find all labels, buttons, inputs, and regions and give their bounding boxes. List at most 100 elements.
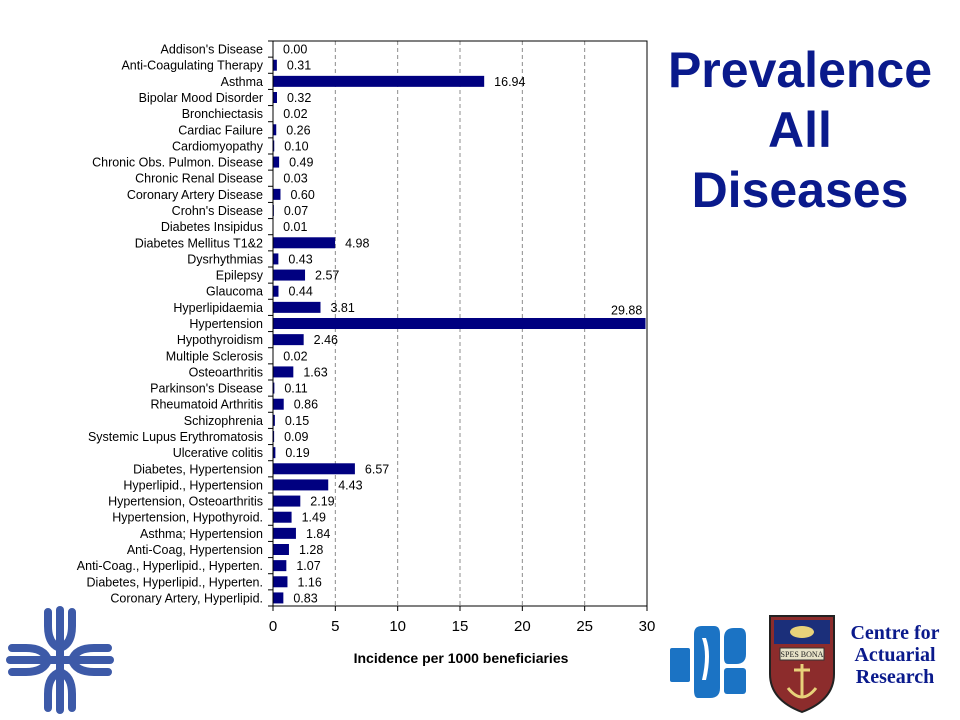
bar	[273, 414, 275, 426]
value-label: 6.57	[365, 462, 389, 476]
value-label: 29.88	[611, 304, 642, 318]
category-label: Diabetes, Hyperlipid., Hyperten.	[87, 575, 263, 589]
value-label: 2.19	[310, 495, 334, 509]
centre-for-actuarial-research-name: Centre for Actuarial Research	[838, 622, 952, 688]
title-line-2: All	[768, 102, 832, 158]
bar	[273, 576, 288, 588]
category-label: Asthma	[221, 75, 263, 89]
bar	[273, 463, 355, 475]
value-label: 2.46	[314, 333, 338, 347]
category-label: Diabetes Insipidus	[161, 220, 263, 234]
category-label: Anti-Coag, Hypertension	[127, 543, 263, 557]
org-line-3: Research	[855, 666, 935, 688]
category-label: Glaucoma	[206, 285, 263, 299]
bar	[273, 560, 287, 572]
category-label: Schizophrenia	[184, 414, 263, 428]
category-label: Dysrhythmias	[187, 252, 263, 266]
value-label: 0.83	[293, 591, 317, 605]
university-crest-icon: SPES BONA	[769, 615, 835, 714]
value-label: 0.01	[283, 220, 307, 234]
category-label: Multiple Sclerosis	[166, 349, 263, 363]
category-label: Cardiomyopathy	[172, 139, 264, 153]
bar	[273, 366, 294, 378]
category-label: Coronary Artery Disease	[127, 188, 263, 202]
x-tick-label: 15	[452, 618, 469, 635]
bar	[273, 544, 289, 555]
category-label: Chronic Obs. Pulmon. Disease	[92, 156, 263, 170]
value-label: 0.02	[283, 107, 307, 121]
bar	[273, 431, 275, 442]
plot-area-frame	[272, 40, 648, 607]
bar	[273, 140, 275, 152]
category-label: Chronic Renal Disease	[135, 172, 263, 186]
value-label: 1.84	[306, 527, 330, 541]
bars	[273, 59, 646, 604]
value-label: 0.03	[283, 172, 307, 186]
title-line-1: Prevalence	[667, 42, 933, 98]
category-label: Addison's Disease	[161, 43, 263, 57]
category-label: Ulcerative colitis	[173, 446, 263, 460]
value-label: 4.43	[338, 478, 362, 492]
value-label: 0.43	[288, 252, 312, 266]
value-label: 1.16	[297, 575, 321, 589]
x-tick-label: 10	[389, 618, 406, 635]
category-label: Hypertension, Osteoarthritis	[108, 495, 263, 509]
bar	[273, 479, 329, 491]
bar	[273, 382, 275, 394]
bar	[273, 318, 646, 329]
x-tick-label: 20	[514, 618, 531, 635]
value-label: 16.94	[494, 75, 525, 89]
bar	[273, 334, 304, 346]
slide-title: Prevalence All Diseases	[640, 40, 960, 220]
value-label: 0.86	[294, 398, 318, 412]
category-label: Anti-Coagulating Therapy	[121, 59, 263, 73]
value-label: 0.00	[283, 43, 307, 57]
bar	[273, 253, 279, 265]
category-label: Systemic Lupus Erythromatosis	[88, 430, 263, 444]
value-label: 0.15	[285, 414, 309, 428]
university-mark-logo-icon	[670, 626, 746, 698]
category-label: Epilepsy	[216, 269, 264, 283]
category-label: Diabetes, Hypertension	[133, 462, 263, 476]
value-label: 0.32	[287, 91, 311, 105]
value-label: 0.60	[290, 188, 314, 202]
title-line-3: Diseases	[691, 162, 909, 218]
bar	[273, 75, 485, 87]
value-label: 3.81	[330, 301, 354, 315]
org-line-2: Actuarial	[854, 644, 936, 666]
value-label: 1.63	[303, 365, 327, 379]
bar	[273, 269, 306, 281]
category-label: Hyperlipid., Hypertension	[123, 478, 263, 492]
bar	[273, 285, 279, 297]
bar	[273, 301, 321, 313]
crest-motto: SPES BONA	[781, 650, 824, 659]
x-tick-label: 5	[331, 618, 339, 635]
category-label: Coronary Artery, Hyperlipid.	[110, 591, 263, 605]
category-label: Bronchiectasis	[182, 107, 263, 121]
value-label: 0.09	[284, 430, 308, 444]
category-label: Hypertension, Hypothyroid.	[112, 511, 263, 525]
category-label: Hypertension	[189, 317, 263, 331]
category-label: Osteoarthritis	[189, 365, 263, 379]
category-label: Cardiac Failure	[178, 123, 263, 137]
x-tick-label: 30	[639, 618, 656, 635]
category-label: Crohn's Disease	[172, 204, 263, 218]
value-label: 0.07	[284, 204, 308, 218]
x-tick-label: 0	[269, 618, 277, 635]
axes	[268, 40, 648, 611]
bar	[273, 592, 284, 604]
value-label: 0.31	[287, 59, 311, 73]
labels: 0 5 10 15 20 25 30 Addison's Disease 0.00 Anti-Co…	[77, 43, 656, 635]
value-label: 1.49	[302, 511, 326, 525]
bar	[273, 511, 292, 523]
value-label: 0.10	[284, 139, 308, 153]
category-label: Bipolar Mood Disorder	[139, 91, 263, 105]
value-label: 0.44	[288, 285, 312, 299]
bar	[273, 398, 284, 410]
org-line-1: Centre for	[850, 622, 940, 644]
bar	[273, 59, 277, 71]
value-label: 0.02	[283, 349, 307, 363]
value-label: 0.49	[289, 156, 313, 170]
value-label: 1.28	[299, 543, 323, 557]
